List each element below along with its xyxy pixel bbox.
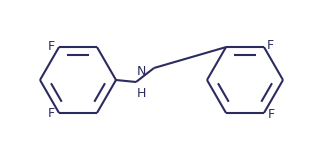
Text: H: H [137,87,146,100]
Text: N: N [137,65,146,78]
Text: F: F [268,108,275,121]
Text: F: F [48,107,55,120]
Text: F: F [267,39,274,52]
Text: F: F [48,40,55,53]
